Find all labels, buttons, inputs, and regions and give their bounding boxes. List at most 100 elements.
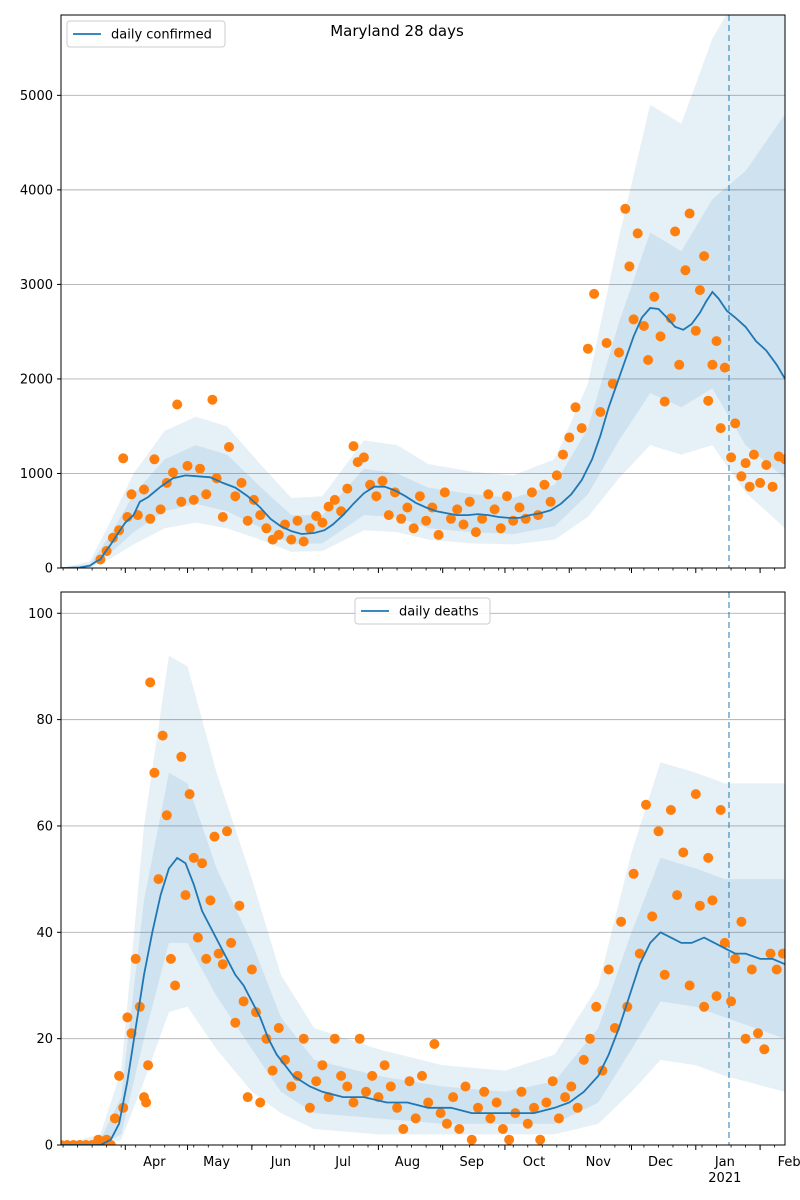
observation-point	[404, 1076, 415, 1087]
top-legend-label: daily confirmed	[111, 28, 212, 43]
observation-point	[703, 852, 714, 863]
observation-point	[659, 969, 670, 980]
observation-point	[421, 515, 432, 526]
observation-point	[755, 477, 766, 488]
y-tick-label: 60	[36, 819, 53, 834]
x-tick-label: Feb	[778, 1155, 800, 1170]
observation-point	[746, 964, 757, 975]
observation-point	[172, 399, 183, 410]
observation-point	[182, 460, 193, 471]
deaths-chart: 0 20 40 60 80 100 Apr May Jun Jul Aug Sep Oct Nov Dec…	[28, 591, 800, 1186]
observation-point	[130, 953, 141, 964]
confidence-band	[61, 114, 785, 568]
observation-point	[446, 513, 456, 524]
observation-point	[109, 1113, 120, 1124]
confidence-band	[61, 655, 785, 1145]
y-tick-label: 1000	[20, 467, 53, 482]
observation-point	[740, 458, 751, 469]
observation-point	[234, 900, 245, 911]
observation-point	[122, 1012, 133, 1023]
observation-point	[730, 418, 741, 429]
observation-point	[398, 1124, 409, 1134]
observation-point	[242, 515, 253, 526]
observation-point	[690, 325, 701, 336]
observation-point	[448, 1092, 459, 1103]
observation-point	[694, 900, 705, 911]
y-tick-label: 0	[45, 1139, 53, 1154]
y-tick-label: 40	[36, 926, 53, 941]
observation-point	[711, 336, 722, 347]
figure-title: Maryland 28 days	[330, 22, 464, 40]
observation-point	[719, 362, 730, 373]
observation-point	[659, 396, 670, 407]
observation-point	[726, 996, 737, 1007]
x-tick-label: Dec	[648, 1155, 673, 1170]
observation-point	[118, 453, 129, 464]
x-tick-label: Aug	[395, 1155, 420, 1170]
observation-point	[238, 996, 249, 1007]
y-tick-label: 2000	[20, 372, 53, 387]
observation-point	[628, 868, 639, 879]
observation-point	[497, 1124, 508, 1134]
observation-point	[551, 470, 562, 481]
observation-point	[176, 496, 187, 507]
observation-point	[323, 501, 334, 512]
observation-point	[470, 527, 481, 538]
observation-point	[317, 1060, 328, 1071]
observation-point	[553, 1113, 564, 1124]
observation-point	[304, 1102, 315, 1113]
observation-point	[603, 964, 614, 975]
observation-point	[473, 1102, 483, 1113]
x-tick-label: Nov	[586, 1155, 612, 1170]
observation-point	[157, 730, 168, 741]
x-tick-label: Jun	[270, 1155, 291, 1170]
observation-point	[730, 953, 741, 964]
observation-point	[595, 407, 606, 417]
observation-point	[740, 1033, 751, 1044]
observation-point	[311, 1076, 322, 1087]
observation-point	[678, 847, 689, 858]
observation-point	[149, 767, 160, 778]
observation-point	[736, 916, 747, 927]
observation-point	[647, 911, 658, 922]
top-x-axis-ticks	[62, 568, 776, 573]
observation-point	[429, 1039, 440, 1049]
observation-point	[504, 1134, 515, 1145]
observation-point	[703, 395, 714, 406]
x-tick-label: Sep	[459, 1155, 484, 1170]
bottom-legend: daily deaths	[354, 597, 491, 625]
observation-point	[118, 1102, 129, 1113]
observation-point	[771, 964, 782, 975]
bottom-series-line	[61, 856, 785, 1145]
observation-point	[665, 805, 676, 815]
observation-point	[684, 208, 695, 219]
observation-point	[614, 347, 624, 358]
top-y-axis: 0 1000 2000 3000 4000 5000	[20, 89, 61, 577]
observation-point	[655, 331, 666, 342]
observation-point	[197, 858, 208, 869]
observation-point	[582, 343, 593, 354]
observation-point	[317, 517, 328, 528]
observation-point	[396, 513, 407, 524]
observation-point	[255, 1097, 266, 1108]
observation-point	[143, 1060, 154, 1071]
observation-point	[576, 423, 587, 434]
observation-point	[255, 510, 266, 521]
observation-point	[298, 536, 309, 547]
y-tick-label: 100	[28, 607, 53, 622]
observation-point	[466, 1134, 477, 1145]
observation-point	[224, 442, 234, 452]
observation-point	[638, 321, 649, 331]
y-tick-label: 4000	[20, 183, 53, 198]
observation-point	[753, 1028, 763, 1039]
observation-point	[329, 494, 340, 505]
observation-point	[379, 1060, 390, 1071]
observation-point	[222, 826, 232, 837]
observation-point	[495, 523, 506, 534]
observation-point	[361, 1086, 371, 1097]
observation-point	[699, 1001, 710, 1012]
observation-point	[246, 964, 257, 975]
observation-point	[298, 1033, 309, 1044]
